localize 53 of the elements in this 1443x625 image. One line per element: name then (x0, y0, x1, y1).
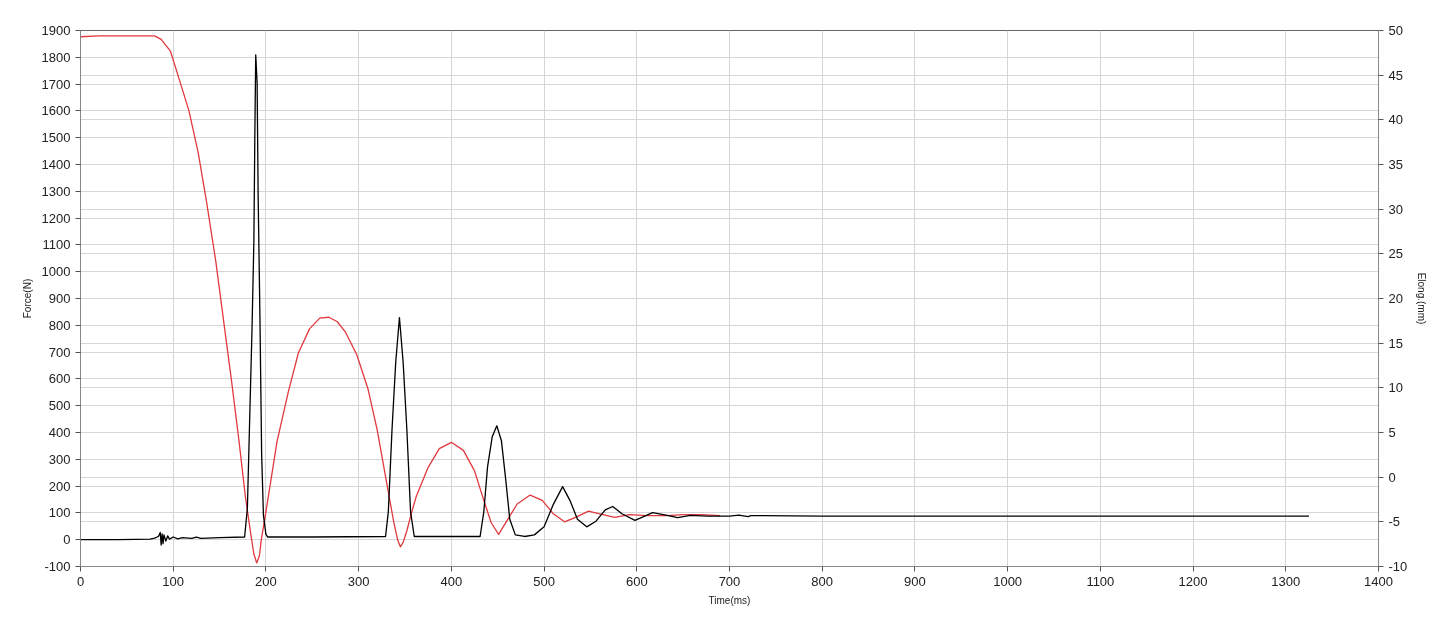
x-tick-label: 400 (440, 573, 463, 589)
y-tick-label: 900 (48, 291, 71, 306)
y-tick-label: 1100 (42, 237, 71, 253)
x-tick-label: 1300 (1271, 573, 1301, 589)
y-tick-label: 1000 (41, 264, 71, 280)
y2-tick-label: 10 (1388, 380, 1403, 396)
x-tick-label: 1100 (1086, 573, 1115, 589)
y2-tick-label: 35 (1388, 157, 1403, 172)
y-tick-label: 400 (48, 425, 71, 440)
x-tick-label: 200 (255, 573, 277, 589)
y-tick-label: 500 (48, 398, 71, 414)
x-tick-label: 1200 (1178, 573, 1208, 589)
y-tick-label: 300 (48, 451, 71, 467)
y-tick-label: 1400 (41, 157, 71, 172)
y2-tick-label: 30 (1388, 201, 1403, 217)
x-tick-label: 700 (718, 573, 741, 589)
y2-tick-label: 0 (1388, 469, 1396, 485)
y2-tick-label: 15 (1388, 335, 1403, 351)
y-tick-label: 1200 (41, 210, 71, 226)
y2-tick-label: 40 (1388, 112, 1403, 128)
y2-axis-title: Elong.(mm) (1416, 272, 1428, 325)
y-tick-label: 100 (48, 505, 71, 521)
y-tick-label: 1900 (41, 23, 71, 38)
line-series (80, 54, 1310, 546)
y2-tick-label: 50 (1388, 23, 1403, 38)
y-tick-label: 200 (48, 478, 71, 494)
y2-tick-label: -10 (1388, 559, 1408, 574)
y2-tick-label: 25 (1388, 246, 1403, 262)
y-tick-label: 1600 (41, 103, 71, 119)
y-tick-label: 1500 (41, 130, 71, 146)
y2-tick-label: 20 (1388, 291, 1403, 306)
y-axis-title: Force(N) (21, 278, 33, 319)
y2-tick-label: 5 (1388, 425, 1396, 440)
x-tick-label: 100 (162, 573, 185, 589)
y-tick-label: 600 (48, 371, 71, 387)
x-tick-label: 1000 (993, 573, 1023, 589)
x-axis-title: Time(ms) (708, 594, 751, 606)
y2-tick-label: -5 (1388, 514, 1401, 530)
x-tick-label: 1400 (1364, 573, 1393, 589)
x-tick-label: 800 (811, 573, 834, 589)
x-tick-label: 0 (76, 573, 85, 589)
y2-tick-label: 45 (1388, 67, 1403, 83)
y-tick-label: 0 (63, 532, 71, 548)
y-tick-label: 700 (48, 344, 71, 360)
x-tick-label: 900 (904, 573, 926, 589)
y-tick-label: -100 (44, 559, 71, 574)
x-tick-label: 500 (533, 573, 555, 589)
y-tick-label: 1700 (41, 76, 71, 92)
x-tick-label: 300 (347, 573, 370, 589)
x-tick-label: 600 (625, 573, 648, 589)
y-tick-label: 1800 (41, 49, 71, 65)
y-tick-label: 1300 (41, 183, 71, 199)
y-tick-label: 800 (48, 317, 71, 333)
